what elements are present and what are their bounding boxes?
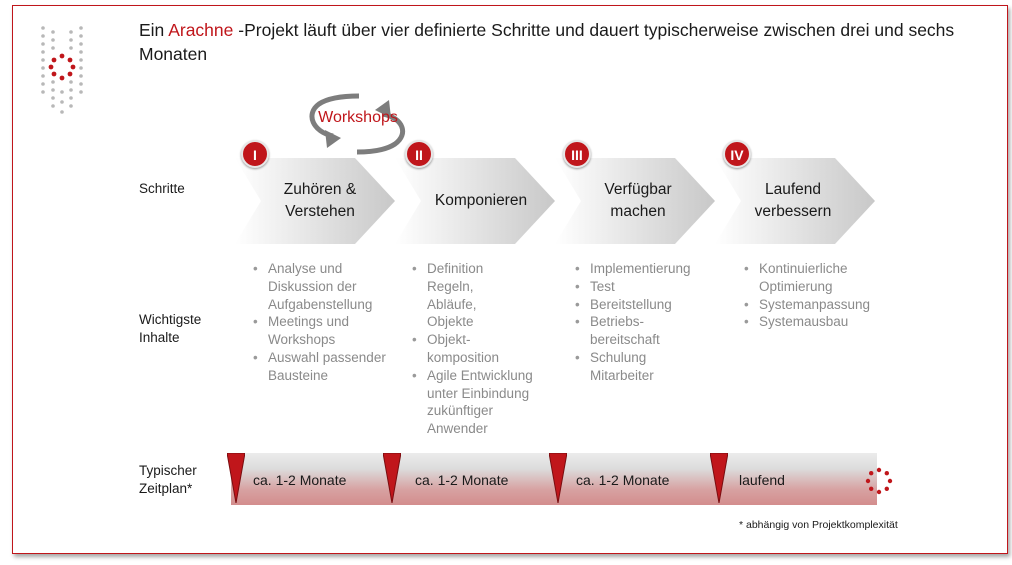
content-list-step-2: Definition Regeln, Abläufe, Objekte Obje…: [412, 260, 552, 438]
step-number-badge-4: IV: [723, 140, 751, 168]
step-number-badge-2: II: [405, 140, 433, 168]
step-number-badge-1: I: [241, 140, 269, 168]
timeline-duration-3: ca. 1-2 Monate: [576, 472, 670, 488]
list-item: Meetings und Workshops: [253, 313, 393, 349]
list-item: Test: [575, 278, 715, 296]
step-label-4: Laufend verbessern: [754, 181, 832, 220]
list-item: Schulung Mitarbeiter: [575, 349, 668, 385]
step-chevron-1: [235, 158, 395, 244]
timeline-duration-2: ca. 1-2 Monate: [415, 472, 509, 488]
content-list-step-3: Implementierung Test Bereitstellung Betr…: [575, 260, 715, 385]
timeline-marker-2: [383, 453, 401, 503]
list-item: Analyse und Diskussion der Aufgabenstell…: [253, 260, 393, 313]
list-item: Definition Regeln, Abläufe, Objekte: [412, 260, 499, 331]
dotted-circle-icon: [865, 467, 893, 495]
step-number-badge-3: III: [563, 140, 591, 168]
content-list-step-4: Kontinuierliche Optimierung Systemanpass…: [744, 260, 894, 331]
list-item: Objekt-komposition: [412, 331, 499, 367]
list-item: Betriebs-bereitschaft: [575, 313, 668, 349]
step-chevron-3: [555, 158, 715, 244]
timeline-duration-4: laufend: [739, 472, 785, 488]
list-item: Auswahl passender Bausteine: [253, 349, 393, 385]
list-item: Bereitstellung: [575, 296, 715, 314]
timeline-marker-1: [227, 453, 245, 503]
circular-arrows-icon: [309, 93, 406, 155]
row-label-steps: Schritte: [139, 181, 185, 196]
timeline-duration-1: ca. 1-2 Monate: [253, 472, 347, 488]
workshops-label: Workshops: [318, 109, 398, 126]
page-title: Ein Arachne -Projekt läuft über vier def…: [139, 20, 955, 64]
timeline-marker-4: [710, 453, 728, 503]
step-label-1: Zuhören & Verstehen: [283, 181, 357, 220]
step-chevron-2: [395, 158, 555, 244]
step-label-3: Verfügbar machen: [604, 181, 672, 220]
content-list-step-1: Analyse und Diskussion der Aufgabenstell…: [253, 260, 393, 385]
row-label-contents: Wichtigste Inhalte: [139, 312, 202, 345]
list-item: Implementierung: [575, 260, 715, 278]
timeline-marker-3: [549, 453, 567, 503]
list-item: Systemausbau: [744, 313, 894, 331]
dotted-spider-logo-icon: [41, 26, 83, 114]
list-item: Agile Entwicklung unter Einbindung zukün…: [412, 367, 552, 438]
brand-name: Arachne: [168, 20, 234, 40]
list-item: Systemanpassung: [744, 296, 894, 314]
row-label-timeline: Typischer Zeitplan*: [139, 463, 197, 496]
list-item: Kontinuierliche Optimierung: [744, 260, 894, 296]
slide: Ein Arachne -Projekt läuft über vier def…: [12, 5, 1008, 554]
step-label-2: Komponieren: [434, 192, 528, 209]
step-chevron-4: [715, 158, 875, 244]
footnote: * abhängig von Projektkomplexität: [739, 519, 898, 531]
